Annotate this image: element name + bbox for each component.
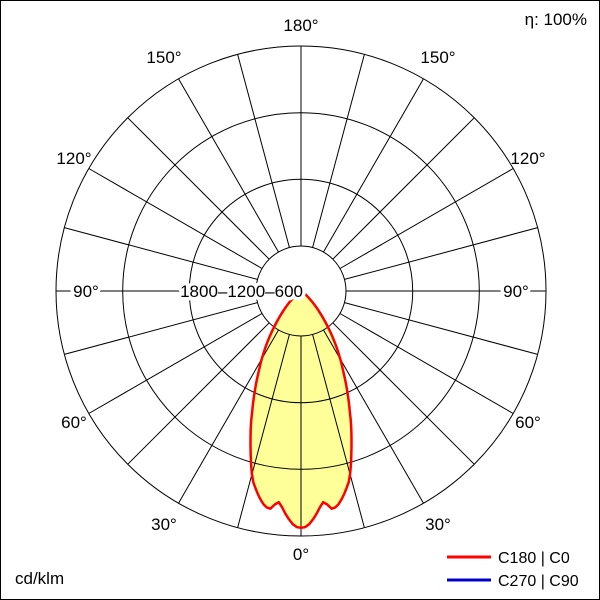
angle-label-150-right: 150° [420,48,455,67]
angle-label-60-right: 60° [515,413,541,432]
angle-label-90-left: 90° [73,282,99,301]
polar-grid [55,45,547,537]
angle-label-0: 0° [293,545,309,564]
angle-label-60-left: 60° [61,413,87,432]
angle-label-150-left: 150° [146,48,181,67]
legend-label-c180-c0: C180 | C0 [498,550,570,567]
legend: C180 | C0 C270 | C90 [447,550,579,590]
intensity-curve [249,289,353,530]
efficiency-label: η: 100% [525,10,587,29]
angle-label-120-right: 120° [510,149,545,168]
angle-label-180: 180° [283,16,318,35]
unit-label: cd/klm [15,569,64,588]
legend-label-c270-c90: C270 | C90 [498,573,579,590]
angle-label-30-right: 30° [425,515,451,534]
angle-labels: 180° 150° 150° 120° 120° 90° 90° 60° 60°… [56,16,545,564]
angle-label-30-left: 30° [151,515,177,534]
angle-label-90-right: 90° [503,282,529,301]
angle-label-120-left: 120° [56,149,91,168]
radial-scale-labels: 1800–1200–600 [180,282,303,301]
